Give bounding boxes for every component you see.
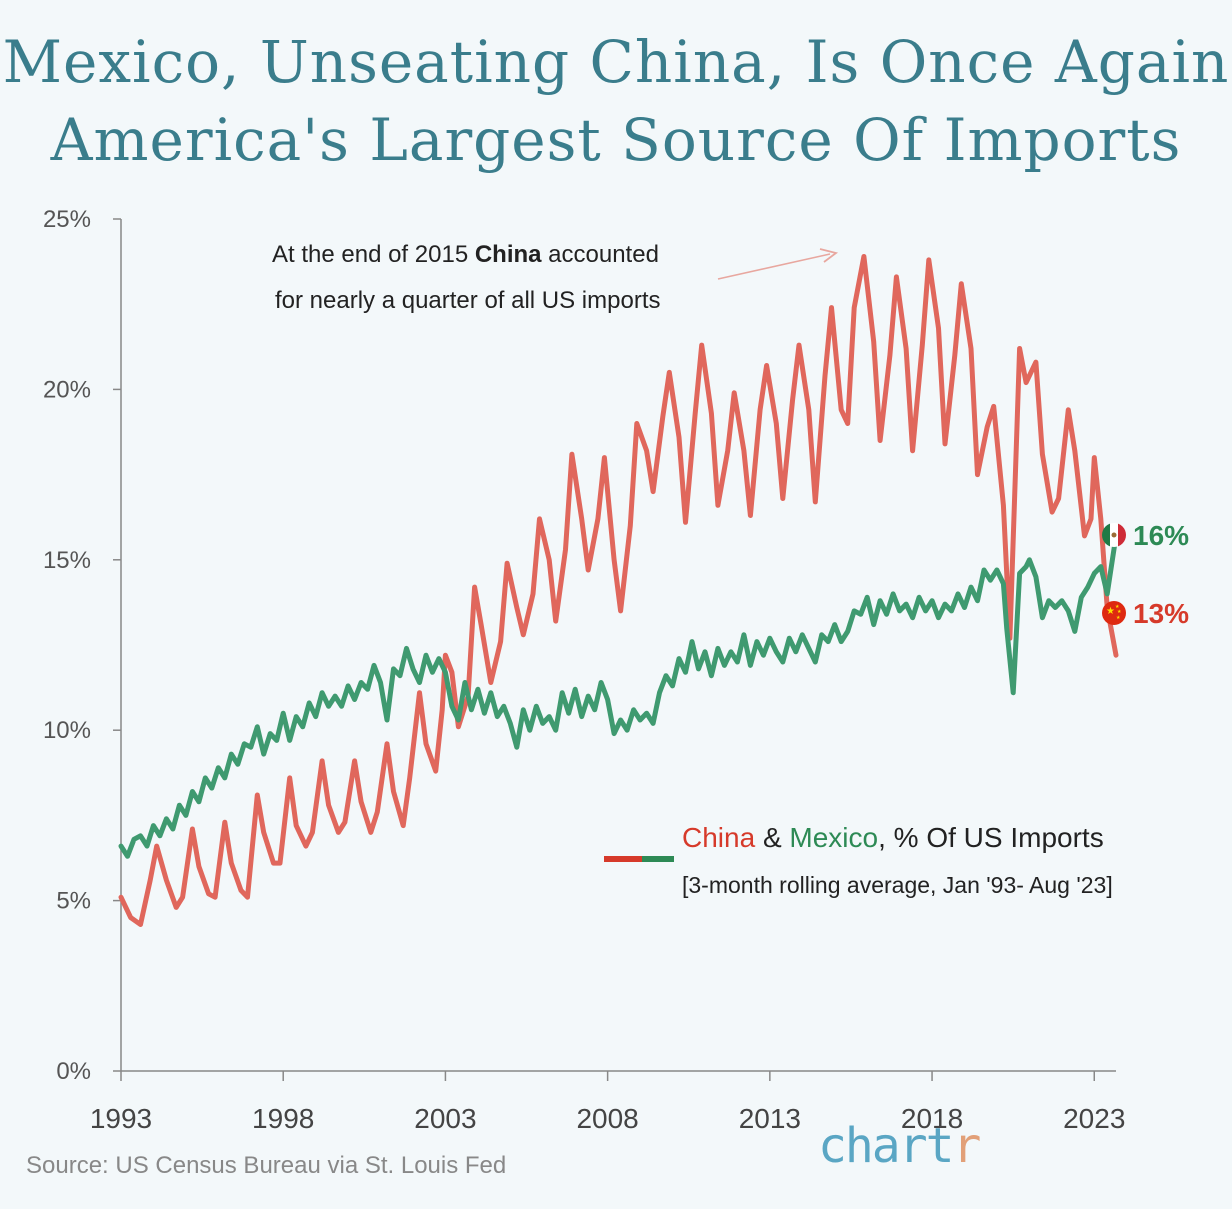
china-flag-icon: ★ ★ ★ ★	[1102, 601, 1126, 625]
annotation-arrow-line	[717, 253, 831, 280]
x-tick-label: 2008	[576, 1103, 638, 1134]
x-axis: 1993 1998 2003 2008 2013 2018 2023	[90, 1070, 1125, 1134]
series-lines	[118, 254, 1119, 927]
legend-swatch-mexico	[642, 856, 674, 862]
mexico-end-label: 16%	[1133, 520, 1189, 551]
mexico-flag-icon	[1102, 523, 1126, 547]
svg-text:★: ★	[1115, 604, 1120, 610]
china-end-label: 13%	[1133, 598, 1189, 629]
series-line-china	[118, 254, 1119, 927]
y-tick-label: 15%	[43, 547, 91, 574]
y-tick-label: 20%	[43, 376, 91, 403]
x-tick-label: 2003	[414, 1103, 476, 1134]
y-axis: 0% 5% 10% 15% 20% 25%	[43, 206, 122, 1085]
y-tick-label: 10%	[43, 717, 91, 744]
x-tick-label: 1998	[252, 1103, 314, 1134]
chart-title-line-1: Mexico, Unseating China, Is Once Again	[2, 28, 1230, 96]
y-tick-label: 5%	[56, 888, 91, 915]
series-line-mexico	[118, 533, 1119, 859]
x-tick-label: 2013	[739, 1103, 801, 1134]
x-tick-label: 2018	[901, 1103, 963, 1134]
x-tick-label: 2023	[1063, 1103, 1125, 1134]
legend: China & Mexico, % Of US Imports [3-month…	[604, 822, 1113, 898]
annotation-line-1: At the end of 2015 China accounted	[272, 241, 659, 268]
x-tick-label: 1993	[90, 1103, 152, 1134]
y-tick-label: 0%	[56, 1058, 91, 1085]
y-tick-label: 25%	[43, 206, 91, 233]
chart-title-line-2: America's Largest Source Of Imports	[50, 106, 1182, 174]
source-note: Source: US Census Bureau via St. Louis F…	[26, 1152, 507, 1179]
legend-title: China & Mexico, % Of US Imports	[682, 822, 1104, 853]
svg-text:★: ★	[1117, 609, 1122, 615]
annotation: At the end of 2015 China accounted for n…	[272, 241, 839, 314]
legend-swatch-china	[604, 856, 642, 862]
legend-subtitle: [3-month rolling average, Jan '93- Aug '…	[682, 872, 1113, 898]
svg-text:★: ★	[1106, 606, 1115, 617]
brand-logo: chartr	[818, 1118, 981, 1174]
annotation-arrow-head	[819, 248, 839, 263]
annotation-line-2: for nearly a quarter of all US imports	[275, 287, 661, 314]
svg-text:★: ★	[1116, 615, 1121, 621]
